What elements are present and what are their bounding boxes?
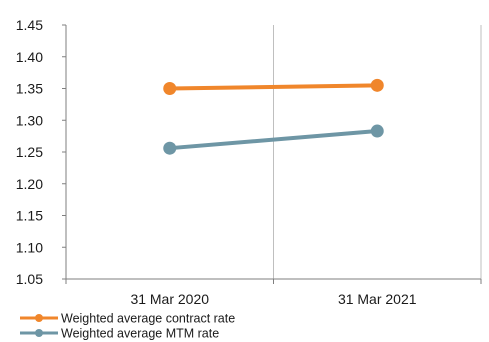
legend-swatch-marker xyxy=(35,329,43,337)
y-tick-label: 1.15 xyxy=(16,208,43,224)
y-tick-label: 1.40 xyxy=(16,49,43,65)
y-tick-label: 1.10 xyxy=(16,239,43,255)
data-point xyxy=(370,78,384,92)
series-1 xyxy=(163,78,384,95)
y-tick-label: 1.05 xyxy=(16,271,43,287)
x-tick-label: 31 Mar 2020 xyxy=(130,291,209,307)
y-tick-label: 1.35 xyxy=(16,81,43,97)
y-axis-ticks: 1.05 1.10 1.15 1.20 1.25 1.30 1.35 1.40 1.45 xyxy=(16,17,66,287)
legend-label: Weighted average MTM rate xyxy=(61,327,219,341)
series-group xyxy=(163,78,384,155)
data-point xyxy=(163,141,177,155)
y-tick-label: 1.25 xyxy=(16,144,43,160)
legend-entry-1: Weighted average contract rate xyxy=(20,312,235,326)
x-axis-ticks: 31 Mar 2020 31 Mar 2021 xyxy=(65,279,482,307)
data-point xyxy=(163,82,177,95)
legend-label: Weighted average contract rate xyxy=(61,312,235,326)
series-line xyxy=(167,83,380,91)
series-line xyxy=(167,129,380,151)
legend-entry-2: Weighted average MTM rate xyxy=(20,327,219,341)
data-point xyxy=(370,124,384,138)
legend-swatch-marker xyxy=(35,314,43,322)
x-tick-label: 31 Mar 2021 xyxy=(338,291,417,307)
series-2 xyxy=(163,124,384,155)
y-tick-label: 1.45 xyxy=(16,17,43,33)
y-tick-label: 1.30 xyxy=(16,112,43,128)
y-tick-label: 1.20 xyxy=(16,176,43,192)
grid-lines xyxy=(273,25,482,279)
